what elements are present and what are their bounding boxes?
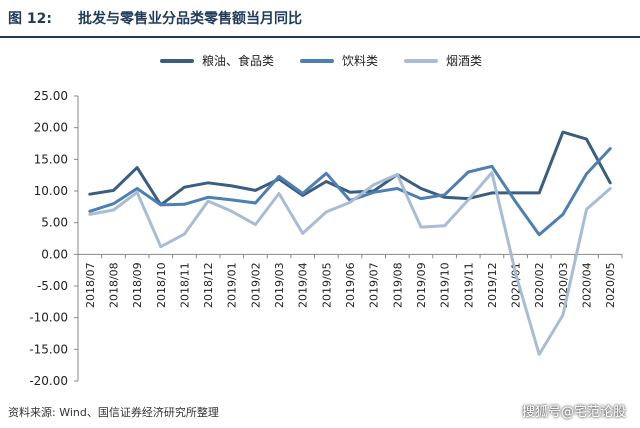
y-tick-label: -15.00 <box>29 342 68 356</box>
figure-number: 图 12: <box>8 11 52 27</box>
legend-label: 饮料类 <box>342 54 379 68</box>
x-tick-label: 2019/03 <box>273 262 286 308</box>
legend-item-grain-oil: 粮油、食品类 <box>160 52 274 69</box>
x-tick-label: 2019/05 <box>320 262 333 308</box>
x-tick-label: 2019/12 <box>486 262 499 308</box>
y-tick-label: -20.00 <box>29 374 68 388</box>
x-tick-label: 2018/11 <box>178 262 191 308</box>
x-tick-label: 2019/09 <box>415 262 428 308</box>
x-tick-label: 2019/07 <box>368 262 381 308</box>
series-line-1 <box>88 147 612 237</box>
x-tick-label: 2020/01 <box>510 262 523 308</box>
legend-label: 粮油、食品类 <box>202 54 275 68</box>
x-tick-label: 2020/03 <box>557 262 570 308</box>
x-tick-label: 2018/12 <box>202 262 215 308</box>
x-tick-label: 2018/09 <box>131 262 144 308</box>
x-tick-label: 2019/01 <box>226 262 239 308</box>
x-tick-label: 2019/11 <box>462 262 475 308</box>
legend-label: 烟酒类 <box>446 54 483 68</box>
x-tick-label: 2019/06 <box>344 262 357 308</box>
x-tick-label: 2020/05 <box>604 262 617 308</box>
figure-title: 批发与零售业分品类零售额当月同比 <box>78 11 302 27</box>
series-line-0 <box>88 130 612 207</box>
y-tick-label: -5.00 <box>37 279 68 293</box>
x-tick-label: 2019/04 <box>297 262 310 308</box>
y-tick-label: 10.00 <box>34 184 68 198</box>
x-tick-label: 2019/02 <box>249 262 262 308</box>
x-tick-label: 2019/08 <box>391 262 404 308</box>
watermark: 搜狐号@宅范论股 <box>521 405 626 420</box>
source-note: 资料来源: Wind、国信证券经济研究所整理 <box>8 406 219 419</box>
y-tick-label: 0.00 <box>41 247 68 261</box>
legend-swatch <box>300 58 335 63</box>
legend-item-beverage: 饮料类 <box>300 52 378 69</box>
series-line-2 <box>88 171 612 356</box>
y-tick-label: 15.00 <box>34 152 68 166</box>
y-tick-label: -10.00 <box>29 311 68 325</box>
x-tick-label: 2018/07 <box>84 262 97 308</box>
x-tick-label: 2020/02 <box>533 262 546 308</box>
figure-header: 图 12: 批发与零售业分品类零售额当月同比 <box>0 0 640 38</box>
y-tick-label: 20.00 <box>34 121 68 135</box>
x-tick-label: 2019/10 <box>439 262 452 308</box>
legend-item-tobacco-liquor: 烟酒类 <box>404 52 482 69</box>
legend-swatch <box>160 58 194 63</box>
chart-legend: 粮油、食品类 饮料类 烟酒类 <box>160 52 482 69</box>
x-tick-label: 2018/10 <box>155 262 168 308</box>
y-tick-label: 25.00 <box>34 89 68 103</box>
y-tick-label: 5.00 <box>41 216 68 230</box>
legend-swatch <box>404 58 439 63</box>
x-tick-label: 2020/04 <box>581 262 594 308</box>
x-tick-label: 2018/08 <box>107 262 120 308</box>
